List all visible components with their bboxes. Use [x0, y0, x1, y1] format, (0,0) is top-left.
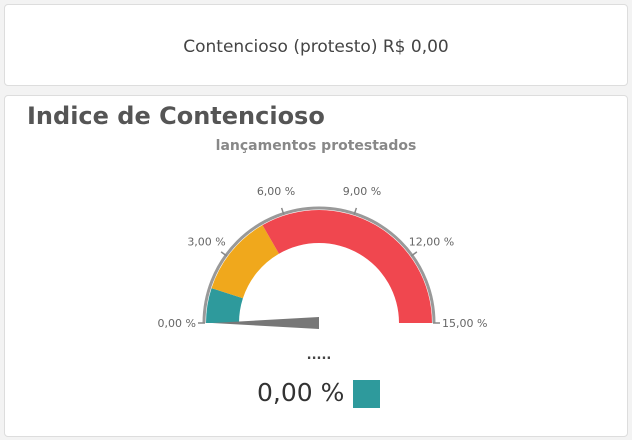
- gauge-title: Indice de Contencioso: [27, 102, 325, 130]
- gauge-tick: [410, 251, 418, 257]
- gauge-value: 0,00 %: [257, 378, 345, 407]
- summary-card: Contencioso (protesto) R$ 0,00: [4, 4, 628, 86]
- gauge-band: [206, 288, 243, 323]
- gauge-tick-label: 9,00 %: [343, 185, 381, 198]
- gauge-tick-label: 0,00 %: [158, 317, 196, 330]
- gauge-tick-label: 3,00 %: [187, 235, 225, 248]
- gauge-tick-label: 12,00 %: [409, 235, 454, 248]
- gauge-needle: [212, 317, 319, 329]
- gauge-tick: [353, 207, 358, 215]
- gauge-tick: [280, 207, 285, 215]
- gauge-rim: [202, 206, 436, 324]
- gauge-tick: [220, 251, 228, 257]
- gauge-band: [262, 210, 432, 323]
- gauge-chart: 0,00 % 3,00 % 6,00 % 9,00 % 12,00 % 15,00 %..…: [158, 185, 488, 363]
- gauge-tick-label: 6,00 %: [257, 185, 295, 198]
- summary-text: Contencioso (protesto) R$ 0,00: [183, 37, 449, 57]
- gauge-subtitle: lançamentos protestados: [215, 138, 417, 154]
- gauge-dots: .....: [307, 348, 332, 363]
- value-swatch: [353, 380, 380, 408]
- gauge-card: Indice de Contencioso lançamentos protes…: [4, 95, 628, 437]
- gauge-band: [211, 225, 279, 299]
- gauge-tick-label: 15,00 %: [442, 317, 487, 330]
